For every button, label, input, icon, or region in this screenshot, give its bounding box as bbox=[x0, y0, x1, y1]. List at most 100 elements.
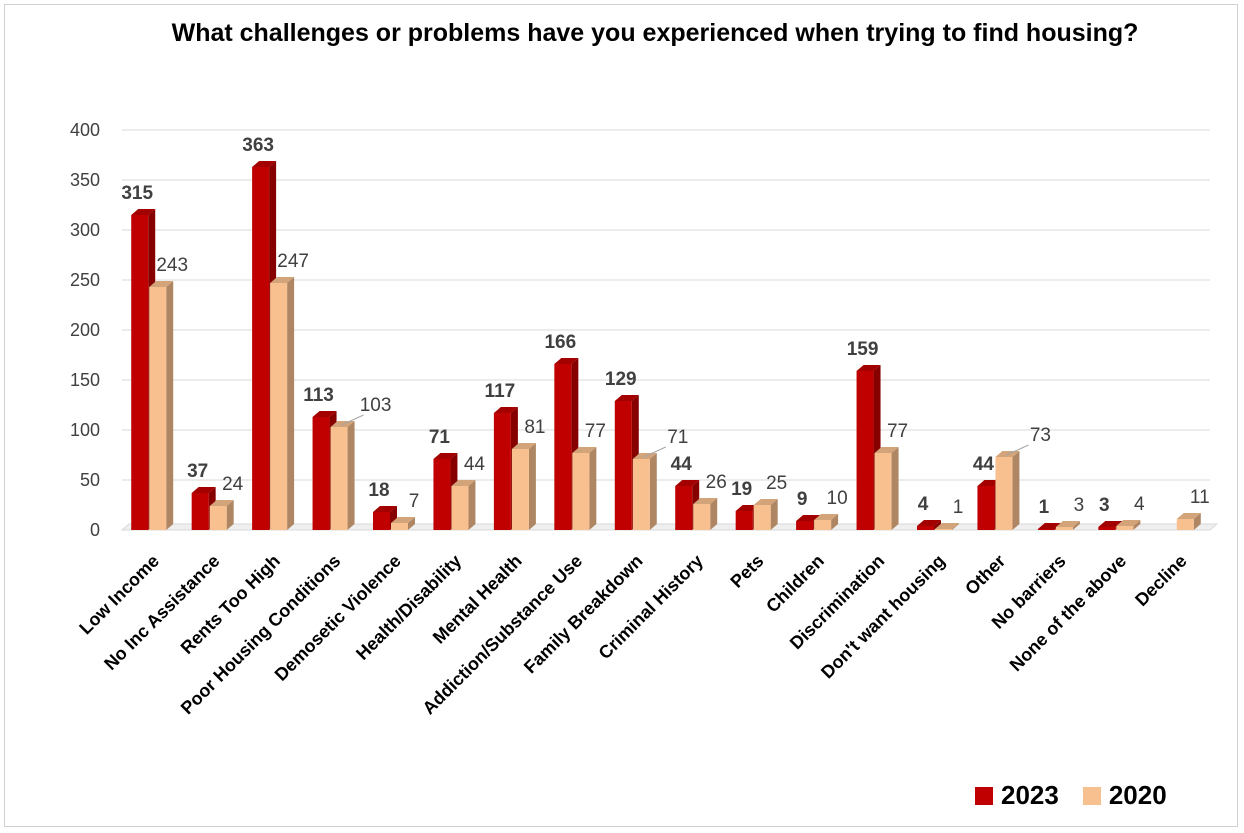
bar-top bbox=[675, 480, 700, 486]
category-label: Family Breakdown bbox=[520, 551, 647, 678]
bar-2020 bbox=[209, 506, 227, 530]
bar-2023 bbox=[131, 215, 149, 530]
legend-swatch-2023 bbox=[975, 786, 993, 805]
bar-2023 bbox=[252, 167, 270, 530]
chart-title: What challenges or problems have you exp… bbox=[171, 19, 1139, 47]
leader-line bbox=[1006, 444, 1029, 456]
bar-top bbox=[149, 281, 174, 287]
bar-top bbox=[131, 209, 156, 215]
bar-2023 bbox=[554, 364, 572, 530]
bar-side bbox=[710, 498, 718, 530]
bar-2020 bbox=[935, 529, 952, 530]
legend-label-2023: 2023 bbox=[1001, 780, 1059, 810]
data-label-2020: 10 bbox=[827, 488, 848, 509]
legend-label-2020: 2020 bbox=[1108, 780, 1167, 810]
bar-side bbox=[347, 421, 355, 530]
bar-2023 bbox=[614, 401, 632, 530]
bar-side bbox=[166, 281, 174, 530]
legend-item-2020: 2020 bbox=[1082, 780, 1167, 811]
y-tick-label: 0 bbox=[90, 520, 100, 540]
leader-line bbox=[643, 446, 666, 458]
data-label-2023: 159 bbox=[847, 339, 879, 360]
bar-top bbox=[1116, 520, 1141, 526]
bar-2023 bbox=[735, 511, 753, 530]
category-label: None of the above bbox=[1006, 551, 1130, 675]
data-label-2023: 3 bbox=[1099, 495, 1110, 516]
bar-top bbox=[1098, 521, 1123, 527]
y-tick-label: 200 bbox=[70, 320, 100, 340]
data-label-2020: 1 bbox=[953, 497, 964, 518]
bar-side bbox=[1193, 513, 1201, 530]
bar-side bbox=[226, 500, 234, 530]
bar-side bbox=[891, 447, 899, 530]
bar-top bbox=[814, 514, 839, 520]
bar-2023 bbox=[1098, 527, 1116, 530]
bar-2023 bbox=[493, 413, 511, 530]
data-label-2023: 129 bbox=[605, 369, 637, 390]
data-label-2020: 3 bbox=[1074, 495, 1085, 516]
data-label-2020: 243 bbox=[156, 255, 188, 276]
category-label: Health/Disability bbox=[352, 551, 465, 664]
leader-line bbox=[341, 414, 364, 426]
bar-2023 bbox=[191, 493, 209, 530]
bar-top bbox=[693, 498, 718, 504]
bar-2023 bbox=[433, 459, 451, 530]
bar-side bbox=[1133, 520, 1141, 530]
bar-top bbox=[493, 407, 518, 413]
data-label-2020: 24 bbox=[222, 474, 244, 495]
category-label: Other bbox=[961, 551, 1009, 599]
data-label-2020: 77 bbox=[887, 421, 908, 442]
bar-side bbox=[589, 447, 597, 530]
bar-2020 bbox=[693, 504, 711, 530]
y-tick-label: 250 bbox=[70, 270, 100, 290]
data-label-2023: 315 bbox=[121, 183, 153, 204]
data-label-2023: 37 bbox=[187, 461, 208, 482]
data-label-2023: 44 bbox=[671, 454, 693, 475]
bar-2023 bbox=[917, 526, 934, 530]
y-tick-label: 100 bbox=[70, 420, 100, 440]
data-label-2020: 77 bbox=[585, 421, 606, 442]
y-tick-label: 50 bbox=[80, 470, 100, 490]
bar-side bbox=[1072, 521, 1080, 530]
bar-2023 bbox=[796, 521, 814, 530]
data-label-2020: 103 bbox=[360, 395, 392, 416]
bar-2020 bbox=[330, 427, 348, 530]
bar-side bbox=[952, 523, 959, 530]
data-label-2023: 363 bbox=[242, 135, 274, 156]
bar-side bbox=[528, 443, 536, 530]
bar-top bbox=[796, 515, 821, 521]
bar-2023 bbox=[856, 371, 874, 530]
data-label-2020: 26 bbox=[706, 472, 727, 493]
bar-2020 bbox=[149, 287, 167, 530]
data-label-2020: 7 bbox=[409, 491, 420, 512]
bar-top bbox=[312, 411, 337, 417]
bar-top bbox=[1176, 513, 1201, 519]
bar-2020 bbox=[511, 449, 529, 530]
bar-top bbox=[511, 443, 536, 449]
bar-2020 bbox=[632, 459, 650, 530]
bar-2023 bbox=[977, 486, 995, 530]
bar-2020 bbox=[814, 520, 832, 530]
data-label-2023: 4 bbox=[918, 494, 929, 515]
data-label-2020: 81 bbox=[524, 417, 545, 438]
bar-top bbox=[433, 453, 458, 459]
bar-top bbox=[935, 523, 959, 529]
y-tick-label: 400 bbox=[70, 120, 100, 140]
bar-top bbox=[451, 480, 476, 486]
data-label-2023: 113 bbox=[303, 385, 334, 406]
bar-2023 bbox=[373, 512, 390, 530]
bar-top bbox=[753, 499, 778, 505]
y-tick-label: 150 bbox=[70, 370, 100, 390]
bar-2020 bbox=[874, 453, 892, 530]
bar-2020 bbox=[270, 283, 288, 530]
bar-2023 bbox=[312, 417, 330, 530]
bar-2020 bbox=[451, 486, 469, 530]
category-label: Pets bbox=[726, 551, 767, 592]
bar-top bbox=[874, 447, 899, 453]
chart-frame bbox=[4, 4, 1238, 827]
bar-top bbox=[554, 358, 579, 364]
bar-2020 bbox=[1116, 526, 1134, 530]
data-label-2023: 166 bbox=[544, 332, 576, 353]
bar-top bbox=[856, 365, 881, 371]
